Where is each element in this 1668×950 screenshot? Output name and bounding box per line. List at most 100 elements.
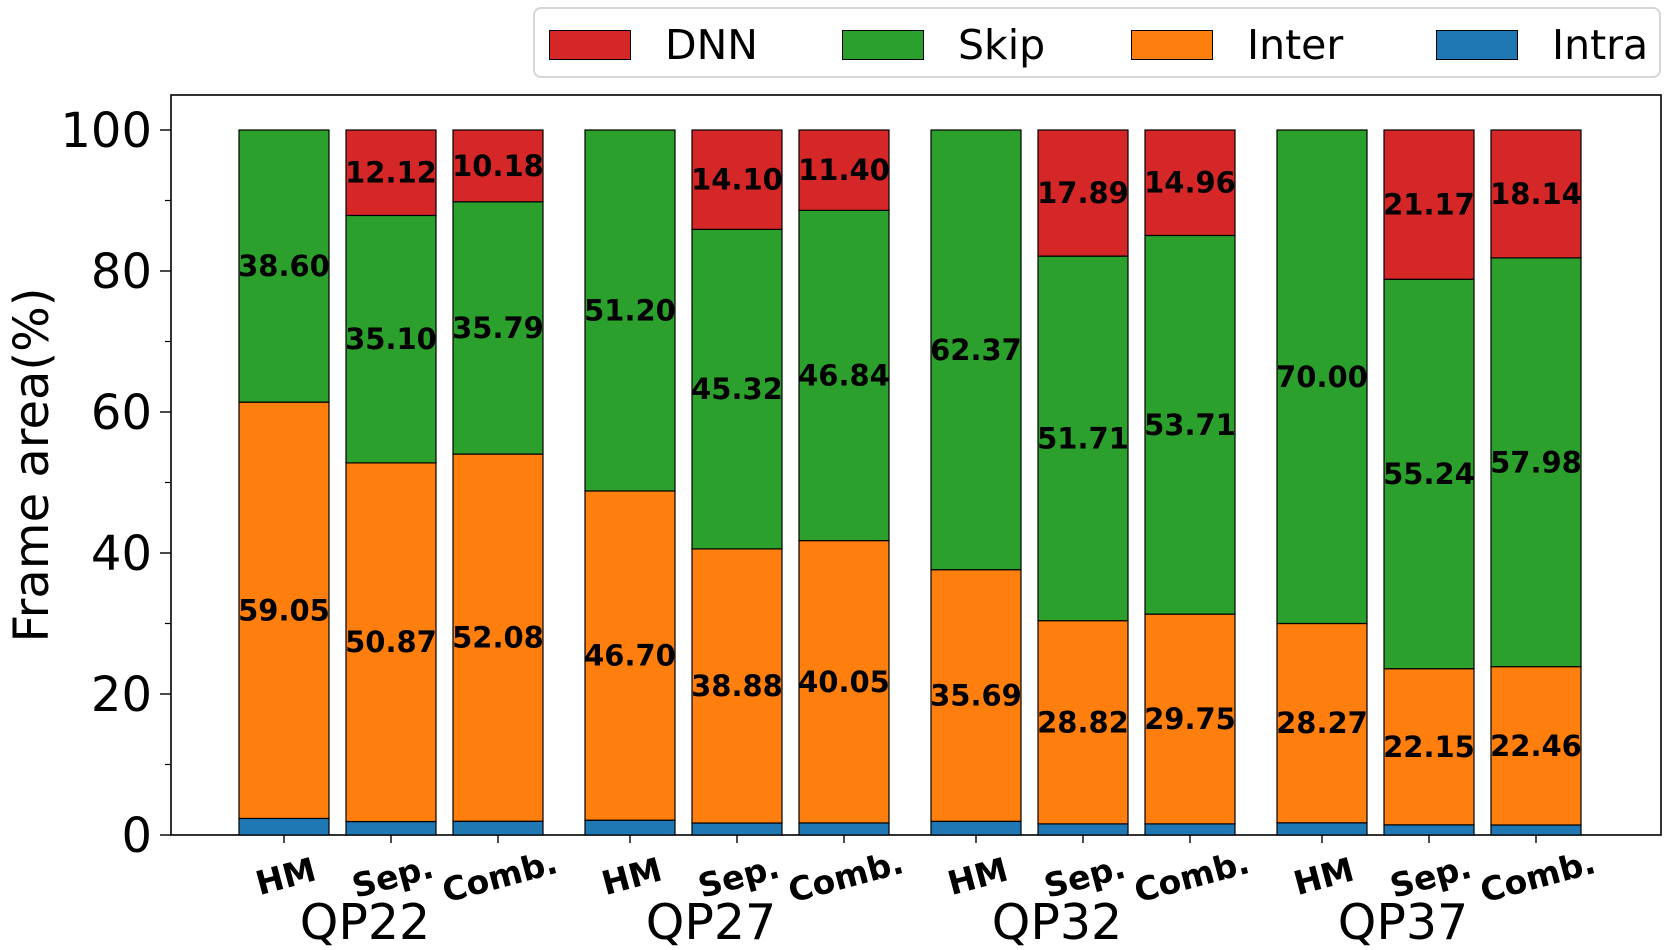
bar-segment-qp27-comb-inter (798, 539, 890, 824)
bar-segment-qp37-comb-intra (1490, 824, 1582, 836)
bar-segment-qp37-comb-dnn (1490, 129, 1582, 259)
legend-swatch-dnn (549, 29, 631, 60)
data-label-qp27-comb-skip: 46.84 (798, 358, 890, 392)
data-label-qp27-hm-inter: 46.70 (584, 639, 676, 673)
data-label-qp32-sep-inter: 28.82 (1037, 705, 1129, 739)
legend-item-inter: Inter (1131, 9, 1343, 80)
group-label-qp27: QP27 (646, 894, 776, 950)
bar-segment-qp37-sep-intra (1383, 824, 1475, 836)
data-label-qp37-sep-dnn: 21.17 (1383, 188, 1475, 222)
y-tick-label-100: 100 (60, 103, 152, 159)
bar-segment-qp27-comb-intra (798, 822, 890, 836)
legend: DNN Skip Inter Intra (533, 7, 1661, 78)
data-labels-layer: 59.05 38.60 50.87 35.10 12.12 52.08 35.79 10.18… (238, 149, 1582, 764)
bar-segment-qp22-sep-inter (345, 462, 437, 823)
x-tick-label-qp22-comb: Comb. (438, 842, 562, 910)
data-label-qp27-sep-inter: 38.88 (691, 669, 783, 703)
data-label-qp37-hm-skip: 70.00 (1276, 360, 1368, 394)
data-label-qp32-hm-skip: 62.37 (930, 333, 1022, 367)
data-label-qp32-comb-inter: 29.75 (1144, 702, 1236, 736)
data-label-qp27-sep-skip: 45.32 (691, 372, 783, 406)
bar-segment-qp32-sep-skip (1037, 255, 1129, 622)
data-label-qp22-sep-skip: 35.10 (345, 322, 437, 356)
legend-label-intra: Intra (1552, 20, 1649, 69)
bar-segment-qp22-comb-inter (452, 453, 544, 822)
y-tick-label-20: 20 (91, 667, 152, 723)
legend-swatch-intra (1436, 29, 1518, 60)
bar-segment-qp32-hm-skip (930, 129, 1022, 571)
bar-segment-qp22-comb-dnn (452, 129, 544, 203)
legend-label-inter: Inter (1247, 20, 1344, 69)
bar-segment-qp37-hm-inter (1276, 622, 1368, 824)
bar-segment-qp27-comb-dnn (798, 129, 890, 211)
legend-swatch-inter (1131, 29, 1213, 60)
data-label-qp37-comb-skip: 57.98 (1490, 445, 1582, 479)
data-label-qp37-comb-dnn: 18.14 (1490, 177, 1582, 211)
y-tick-label-40: 40 (91, 526, 152, 582)
data-label-qp22-comb-dnn: 10.18 (452, 149, 544, 183)
group-label-qp32: QP32 (992, 894, 1122, 950)
data-label-qp22-hm-inter: 59.05 (238, 593, 330, 627)
data-label-qp32-sep-skip: 51.71 (1037, 421, 1129, 455)
bar-segment-qp27-sep-inter (691, 548, 783, 824)
data-label-qp37-hm-inter: 28.27 (1276, 706, 1368, 740)
data-label-qp27-comb-inter: 40.05 (798, 665, 890, 699)
data-label-qp22-sep-inter: 50.87 (345, 625, 437, 659)
data-label-qp22-comb-skip: 35.79 (452, 311, 544, 345)
data-label-qp27-sep-dnn: 14.10 (691, 163, 783, 197)
bar-segment-qp22-sep-dnn (345, 129, 437, 217)
y-axis-label: Frame area(%) (4, 288, 60, 643)
data-label-qp22-comb-inter: 52.08 (452, 621, 544, 655)
data-label-qp37-sep-inter: 22.15 (1383, 730, 1475, 764)
bar-segment-qp22-sep-skip (345, 214, 437, 464)
legend-swatch-skip (842, 29, 924, 60)
bar-segment-qp22-comb-intra (452, 820, 544, 836)
legend-item-intra: Intra (1436, 9, 1648, 80)
legend-label-skip: Skip (958, 20, 1046, 69)
data-label-qp22-hm-skip: 38.60 (238, 249, 330, 283)
y-tick-label-0: 0 (121, 808, 152, 864)
group-label-qp22: QP22 (300, 894, 430, 950)
x-tick-label-qp37-comb: Comb. (1476, 842, 1600, 910)
bar-segment-qp22-hm-skip (238, 129, 330, 403)
bar-segment-qp37-comb-skip (1490, 257, 1582, 668)
bar-segment-qp37-hm-skip (1276, 129, 1368, 625)
bar-segment-qp27-sep-intra (691, 822, 783, 836)
bar-segment-qp32-hm-intra (930, 820, 1022, 836)
bar-segment-qp32-comb-intra (1144, 823, 1236, 836)
bar-segment-qp27-sep-dnn (691, 129, 783, 231)
bar-segment-qp37-sep-dnn (1383, 129, 1475, 280)
data-label-qp32-hm-inter: 35.69 (930, 679, 1022, 713)
bar-segment-qp27-hm-skip (584, 129, 676, 492)
data-label-qp37-comb-inter: 22.46 (1490, 729, 1582, 763)
legend-item-skip: Skip (842, 9, 1045, 80)
data-label-qp32-comb-skip: 53.71 (1144, 408, 1236, 442)
data-label-qp37-sep-skip: 55.24 (1383, 457, 1475, 491)
y-tick-label-80: 80 (91, 244, 152, 300)
data-label-qp32-sep-dnn: 17.89 (1037, 176, 1129, 210)
bar-segment-qp27-hm-inter (584, 490, 676, 821)
y-tick-label-60: 60 (91, 385, 152, 441)
data-label-qp27-hm-skip: 51.20 (584, 293, 676, 327)
data-label-qp22-sep-dnn: 12.12 (345, 156, 437, 190)
group-label-qp37: QP37 (1338, 894, 1468, 950)
bar-segment-qp37-hm-intra (1276, 822, 1368, 836)
x-tick-label-qp27-comb: Comb. (784, 842, 908, 910)
bar-segment-qp37-comb-inter (1490, 666, 1582, 826)
bar-segment-qp32-hm-inter (930, 569, 1022, 822)
bars-layer (238, 129, 1582, 836)
bar-segment-qp32-comb-dnn (1144, 129, 1236, 237)
legend-item-dnn: DNN (549, 9, 758, 80)
bar-segment-qp32-comb-skip (1144, 234, 1236, 615)
bar-segment-qp32-sep-dnn (1037, 129, 1129, 257)
bar-segment-qp27-hm-intra (584, 819, 676, 836)
x-tick-label-qp32-comb: Comb. (1130, 842, 1254, 910)
data-label-qp27-comb-dnn: 11.40 (798, 153, 890, 187)
bar-segment-qp22-hm-intra (238, 817, 330, 836)
bar-segment-qp32-sep-intra (1037, 823, 1129, 836)
data-label-qp32-comb-dnn: 14.96 (1144, 166, 1236, 200)
bar-segment-qp32-sep-inter (1037, 620, 1129, 825)
legend-label-dnn: DNN (665, 20, 758, 69)
bar-segment-qp32-comb-inter (1144, 613, 1236, 825)
